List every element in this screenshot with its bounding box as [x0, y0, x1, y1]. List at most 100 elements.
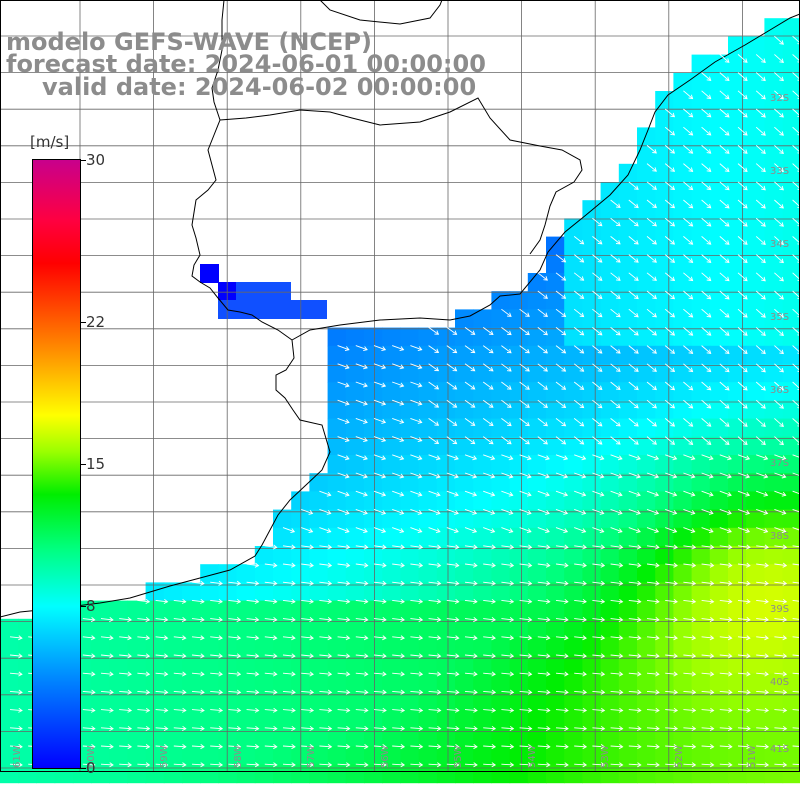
wind-arrow	[792, 126, 800, 136]
wind-cell	[473, 436, 492, 456]
wind-arrow	[628, 490, 641, 497]
wind-cell	[546, 236, 565, 256]
wind-arrow	[628, 290, 639, 300]
wind-cell	[455, 564, 474, 583]
wind-cell	[309, 582, 329, 602]
wind-arrow	[755, 418, 766, 427]
wind-arrow	[701, 72, 712, 81]
wind-cell	[691, 127, 711, 147]
wind-cell	[728, 564, 747, 583]
wind-cell	[200, 746, 219, 765]
wind-cell	[273, 618, 292, 638]
wind-cell	[782, 546, 800, 565]
wind-arrow	[664, 363, 676, 373]
wind-cell	[673, 618, 693, 638]
wind-arrow	[483, 472, 496, 479]
wind-cell	[582, 236, 602, 256]
wind-cell	[345, 527, 365, 547]
wind-cell	[746, 364, 765, 383]
wind-cell	[582, 491, 602, 511]
wind-arrow	[555, 327, 567, 336]
wind-arrow	[173, 635, 187, 641]
wind-cell	[655, 673, 674, 693]
wind-cell	[145, 673, 165, 693]
wind-cell	[364, 527, 383, 547]
wind-cell	[418, 709, 438, 729]
wind-cell	[564, 273, 583, 292]
wind-arrow	[774, 598, 788, 604]
wind-cell	[527, 691, 547, 711]
wind-arrow	[683, 689, 697, 695]
wind-arrow	[282, 671, 296, 677]
wind-cell	[764, 527, 784, 547]
wind-cell	[564, 600, 583, 620]
wind-arrow	[519, 707, 533, 713]
wind-arrow	[501, 762, 515, 768]
wind-cell	[18, 764, 37, 784]
wind-cell	[290, 300, 309, 319]
wind-cell	[637, 655, 656, 674]
legend-tick-label: 0	[86, 759, 96, 777]
wind-arrow	[592, 653, 606, 659]
wind-cell	[509, 418, 529, 438]
wind-cell	[491, 600, 511, 620]
wind-cell	[673, 382, 693, 401]
wind-arrow	[756, 508, 769, 515]
model-title: modelo GEFS-WAVE (NCEP)	[6, 28, 372, 56]
wind-cell	[782, 709, 800, 729]
wind-arrow	[592, 617, 606, 623]
wind-cell	[236, 600, 256, 620]
wind-arrow	[756, 562, 769, 568]
wind-arrow	[755, 163, 766, 173]
wind-cell	[746, 273, 765, 292]
wind-cell	[400, 728, 420, 747]
wind-arrow	[774, 653, 788, 659]
wind-cell	[655, 618, 674, 638]
wind-arrow	[592, 707, 606, 713]
wind-cell	[400, 655, 420, 674]
wind-arrow	[792, 145, 800, 154]
longitude-label: 54W	[527, 745, 538, 768]
wind-cell	[473, 764, 492, 784]
wind-arrow	[683, 454, 696, 461]
wind-arrow	[755, 399, 766, 409]
wind-cell	[400, 473, 420, 492]
wind-arrow	[173, 707, 187, 713]
wind-cell	[600, 182, 620, 201]
wind-cell	[327, 382, 347, 401]
wind-cell	[546, 345, 565, 365]
wind-cell	[418, 746, 438, 765]
wind-arrow	[665, 490, 678, 497]
wind-arrow	[319, 544, 333, 550]
wind-cell	[746, 764, 765, 784]
wind-arrow	[155, 635, 169, 641]
wind-arrow	[701, 490, 714, 497]
wind-cell	[655, 637, 674, 656]
wind-cell	[109, 764, 128, 784]
wind-cell	[655, 455, 674, 474]
wind-arrow	[719, 580, 733, 586]
wind-arrow	[628, 762, 642, 768]
wind-arrow	[592, 725, 606, 731]
latitude-label: 33S	[770, 166, 789, 177]
longitude-label: 61W	[12, 745, 23, 768]
wind-cell	[618, 436, 638, 456]
wind-arrow	[519, 635, 533, 641]
wind-cell	[691, 618, 711, 638]
wind-arrow	[737, 580, 751, 586]
wind-arrow	[683, 217, 694, 227]
wind-cell	[473, 728, 492, 747]
wind-cell	[491, 364, 511, 383]
wind-arrow	[646, 544, 660, 550]
wind-arrow	[446, 508, 459, 515]
wind-arrow	[228, 689, 242, 695]
wind-vectors	[9, 35, 800, 768]
wind-cell	[582, 691, 602, 711]
wind-cell	[746, 236, 765, 256]
wind-cell	[546, 418, 565, 438]
wind-arrow	[701, 562, 715, 568]
wind-arrow	[737, 653, 751, 659]
wind-arrow	[774, 54, 784, 63]
wind-arrow	[701, 199, 712, 209]
wind-arrow	[410, 454, 423, 461]
